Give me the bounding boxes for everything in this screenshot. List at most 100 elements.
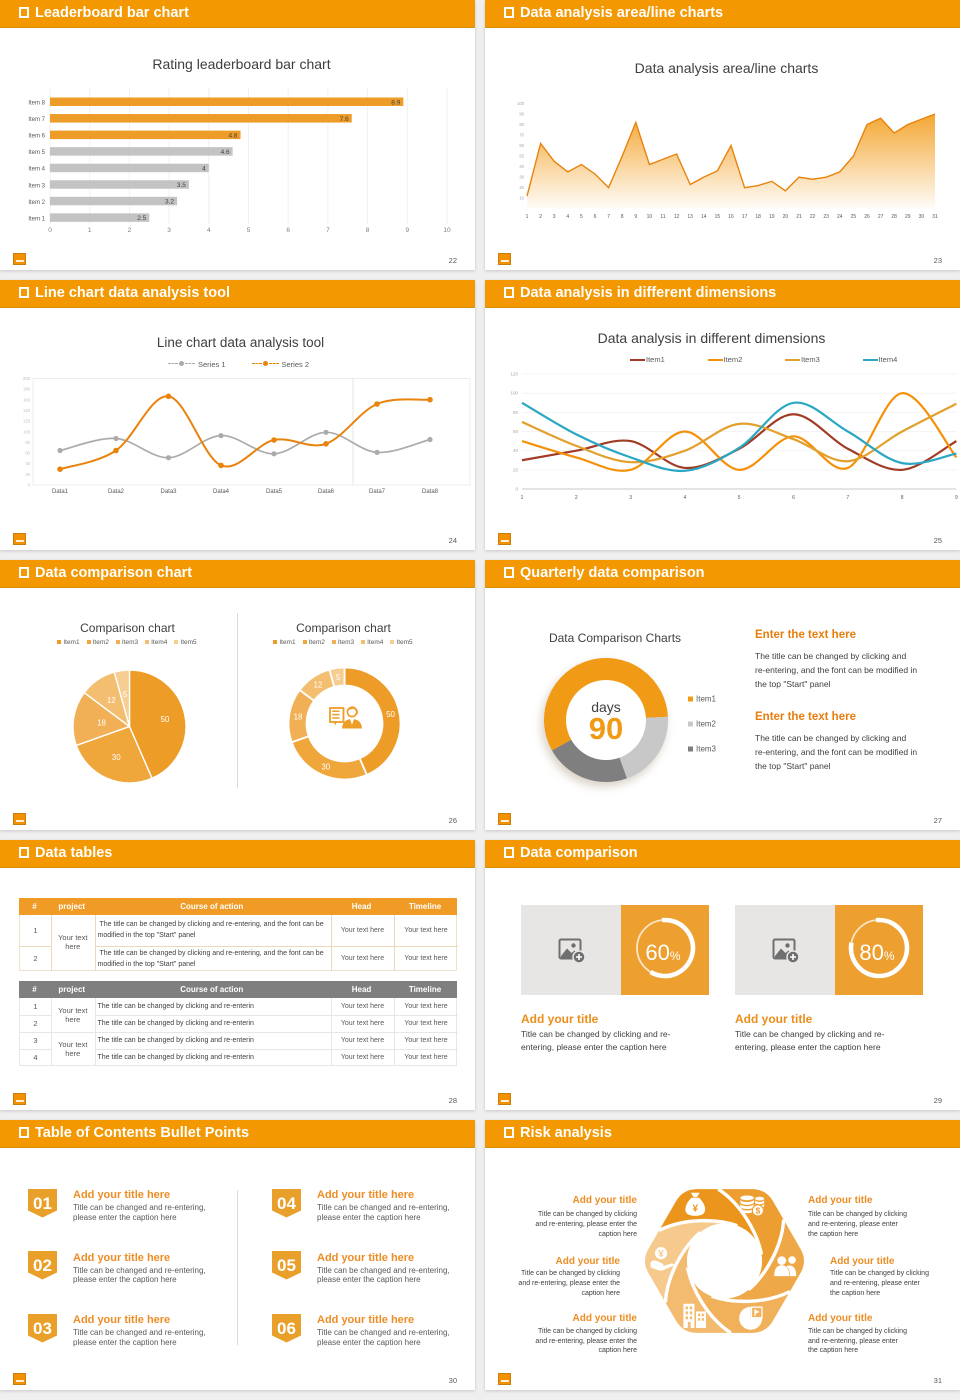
svg-text:9: 9 [405, 227, 409, 234]
svg-text:Item 5: Item 5 [28, 150, 45, 156]
svg-text:4: 4 [566, 214, 569, 220]
svg-text:4.6: 4.6 [221, 149, 230, 156]
svg-text:20: 20 [513, 467, 519, 472]
svg-text:Item3: Item3 [696, 745, 717, 754]
svg-text:8.9: 8.9 [391, 99, 400, 106]
svg-text:30: 30 [321, 763, 330, 772]
svg-text:9: 9 [955, 495, 958, 501]
svg-text:03: 03 [33, 1319, 52, 1338]
svg-text:120: 120 [510, 372, 518, 377]
svg-text:60: 60 [25, 451, 30, 456]
svg-text:40: 40 [513, 448, 519, 453]
svg-text:0: 0 [48, 227, 52, 234]
svg-text:9: 9 [634, 214, 637, 220]
svg-text:20: 20 [519, 185, 524, 190]
svg-text:28: 28 [891, 214, 897, 220]
svg-text:7: 7 [607, 214, 610, 220]
svg-text:140: 140 [23, 408, 31, 413]
svg-text:6: 6 [286, 227, 290, 234]
svg-text:31: 31 [932, 214, 938, 220]
svg-text:7: 7 [326, 227, 330, 234]
svg-text:90: 90 [519, 112, 524, 117]
svg-text:15: 15 [715, 214, 721, 220]
svg-text:27: 27 [878, 214, 884, 220]
svg-text:2: 2 [539, 214, 542, 220]
svg-text:90: 90 [589, 711, 623, 746]
svg-text:26: 26 [864, 214, 870, 220]
svg-text:18: 18 [294, 712, 303, 721]
svg-text:23: 23 [823, 214, 829, 220]
svg-text:80: 80 [25, 440, 30, 445]
svg-text:5: 5 [580, 214, 583, 220]
svg-text:100: 100 [23, 429, 31, 434]
svg-text:05: 05 [277, 1256, 296, 1275]
svg-text:70: 70 [519, 133, 524, 138]
svg-text:100: 100 [510, 391, 518, 396]
svg-text:12: 12 [107, 696, 116, 705]
svg-text:17: 17 [742, 214, 748, 220]
svg-text:7.6: 7.6 [340, 116, 349, 123]
svg-text:4: 4 [207, 227, 211, 234]
svg-text:20: 20 [783, 214, 789, 220]
svg-text:04: 04 [277, 1194, 296, 1213]
svg-text:8: 8 [621, 214, 624, 220]
svg-text:3: 3 [167, 227, 171, 234]
svg-text:Data6: Data6 [318, 489, 335, 495]
svg-text:10: 10 [443, 227, 451, 234]
svg-text:Data3: Data3 [160, 489, 177, 495]
svg-text:1: 1 [521, 495, 524, 501]
svg-text:22: 22 [810, 214, 816, 220]
svg-text:1: 1 [526, 214, 529, 220]
svg-text:160: 160 [23, 397, 31, 402]
svg-text:Item 2: Item 2 [28, 200, 45, 206]
svg-text:0: 0 [515, 487, 518, 492]
svg-text:0: 0 [28, 483, 31, 488]
svg-text:Data8: Data8 [422, 489, 439, 495]
svg-text:Data5: Data5 [266, 489, 283, 495]
svg-text:19: 19 [769, 214, 775, 220]
svg-text:$: $ [756, 1206, 761, 1216]
svg-text:10: 10 [647, 214, 653, 220]
svg-text:80: 80 [519, 122, 524, 127]
svg-text:4.8: 4.8 [229, 132, 238, 139]
svg-text:3.2: 3.2 [165, 199, 174, 206]
svg-text:13: 13 [687, 214, 693, 220]
svg-text:Item 1: Item 1 [28, 216, 45, 222]
svg-text:3: 3 [629, 495, 632, 501]
svg-text:8: 8 [901, 495, 904, 501]
svg-text:10: 10 [519, 196, 524, 201]
svg-text:18: 18 [755, 214, 761, 220]
svg-text:40: 40 [25, 461, 30, 466]
svg-text:Data2: Data2 [108, 489, 125, 495]
svg-text:100: 100 [517, 101, 525, 106]
svg-text:7: 7 [846, 495, 849, 501]
svg-text:21: 21 [796, 214, 802, 220]
svg-text:Data4: Data4 [213, 489, 230, 495]
svg-text:25: 25 [851, 214, 857, 220]
svg-text:30: 30 [112, 753, 121, 762]
svg-text:40: 40 [519, 164, 524, 169]
svg-text:6: 6 [594, 214, 597, 220]
svg-text:12: 12 [313, 681, 322, 690]
svg-text:8: 8 [366, 227, 370, 234]
svg-text:Item 7: Item 7 [28, 117, 45, 123]
svg-text:24: 24 [837, 214, 843, 220]
svg-text:Data1: Data1 [52, 489, 69, 495]
svg-text:Item2: Item2 [696, 720, 717, 729]
svg-text:01: 01 [33, 1194, 52, 1213]
svg-text:50: 50 [519, 154, 524, 159]
svg-text:5: 5 [336, 673, 341, 682]
svg-text:4: 4 [202, 166, 206, 173]
svg-text:¥: ¥ [692, 1203, 698, 1214]
svg-text:16: 16 [728, 214, 734, 220]
svg-text:02: 02 [33, 1256, 52, 1275]
svg-text:2: 2 [575, 495, 578, 501]
svg-text:18: 18 [97, 718, 106, 727]
svg-text:Item 3: Item 3 [28, 183, 45, 189]
svg-text:200: 200 [23, 376, 31, 381]
svg-text:6: 6 [792, 495, 795, 501]
svg-text:120: 120 [23, 419, 31, 424]
svg-text:Item 4: Item 4 [28, 167, 45, 173]
svg-text:30: 30 [919, 214, 925, 220]
svg-text:5: 5 [247, 227, 251, 234]
